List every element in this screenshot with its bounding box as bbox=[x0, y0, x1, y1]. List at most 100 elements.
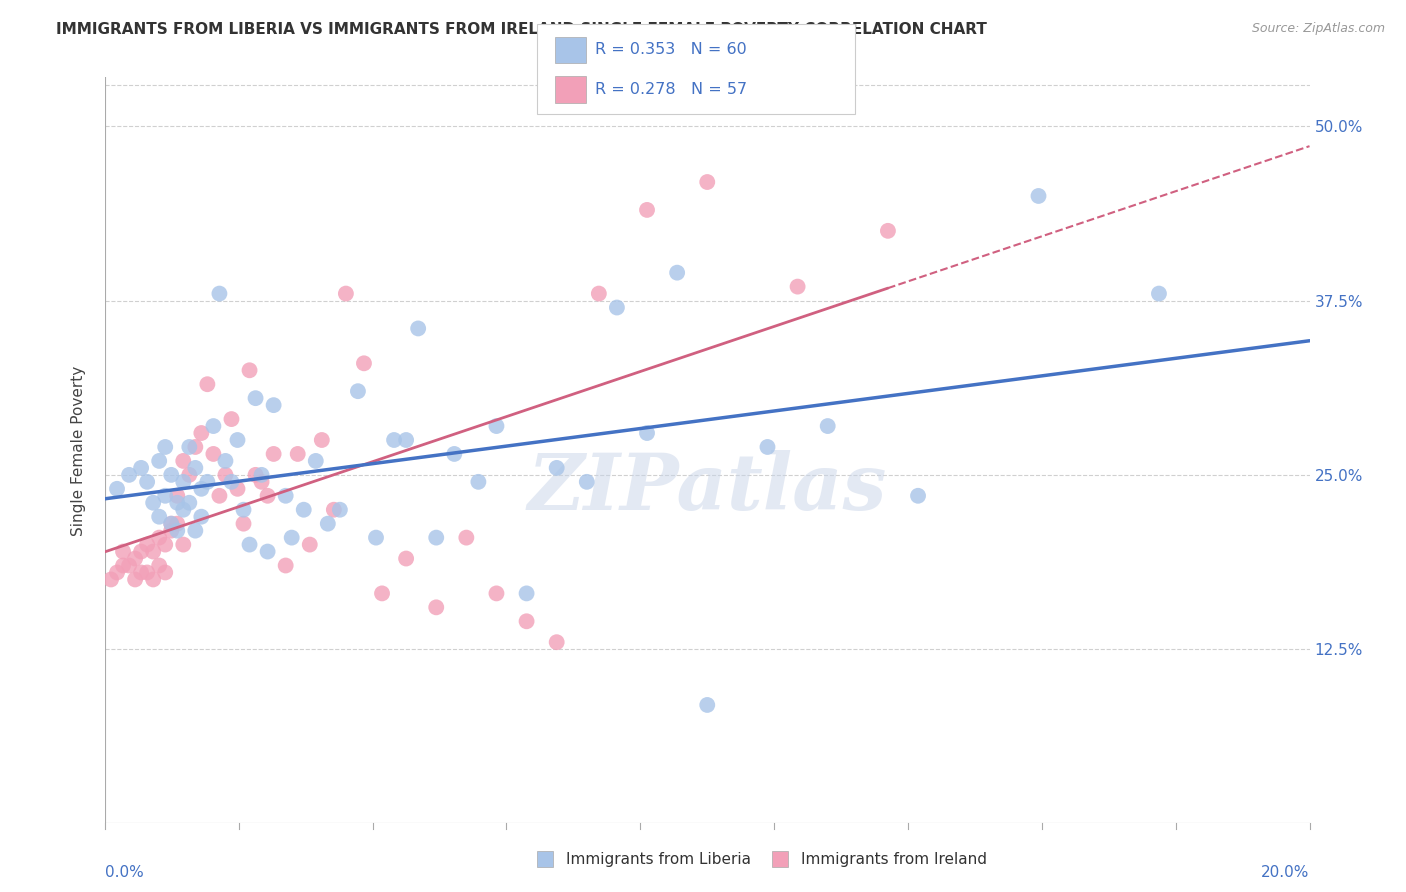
Point bbox=[184, 461, 207, 475]
Point bbox=[179, 440, 201, 454]
Point bbox=[335, 286, 357, 301]
Point bbox=[232, 516, 254, 531]
Point bbox=[129, 544, 152, 558]
Point bbox=[142, 496, 165, 510]
Point bbox=[1147, 286, 1170, 301]
Point bbox=[202, 419, 225, 434]
Point bbox=[160, 516, 183, 531]
Point bbox=[395, 433, 418, 447]
Point bbox=[250, 467, 273, 482]
Point bbox=[877, 224, 900, 238]
Point bbox=[606, 301, 628, 315]
Point bbox=[756, 440, 779, 454]
Point bbox=[546, 635, 568, 649]
Point bbox=[136, 475, 159, 489]
Point bbox=[250, 475, 273, 489]
Point bbox=[202, 447, 225, 461]
Point bbox=[696, 175, 718, 189]
Point bbox=[485, 586, 508, 600]
Point bbox=[305, 454, 328, 468]
Point bbox=[636, 425, 658, 440]
Point bbox=[907, 489, 929, 503]
Point bbox=[316, 516, 339, 531]
Point bbox=[382, 433, 405, 447]
Point bbox=[226, 482, 249, 496]
Point bbox=[160, 524, 183, 538]
Point bbox=[371, 586, 394, 600]
Point bbox=[105, 482, 128, 496]
Point bbox=[100, 573, 122, 587]
Point bbox=[280, 531, 302, 545]
Point bbox=[786, 279, 808, 293]
Point bbox=[817, 419, 839, 434]
Y-axis label: Single Female Poverty: Single Female Poverty bbox=[72, 366, 86, 535]
Point bbox=[136, 538, 159, 552]
Point bbox=[166, 489, 188, 503]
Point bbox=[136, 566, 159, 580]
Point bbox=[155, 440, 177, 454]
Point bbox=[406, 321, 429, 335]
Point bbox=[184, 440, 207, 454]
Text: 0.0%: 0.0% bbox=[105, 864, 143, 880]
Point bbox=[347, 384, 370, 399]
Point bbox=[274, 489, 297, 503]
Point bbox=[263, 398, 285, 412]
Point bbox=[148, 558, 170, 573]
Point bbox=[208, 286, 231, 301]
Point bbox=[322, 502, 344, 516]
Point bbox=[112, 544, 135, 558]
Point bbox=[1028, 189, 1050, 203]
Text: R = 0.278   N = 57: R = 0.278 N = 57 bbox=[595, 82, 747, 96]
Point bbox=[221, 412, 243, 426]
Point bbox=[256, 544, 278, 558]
Text: Immigrants from Liberia: Immigrants from Liberia bbox=[567, 852, 751, 867]
Point bbox=[118, 467, 141, 482]
Point bbox=[214, 454, 236, 468]
Point bbox=[208, 489, 231, 503]
Point bbox=[516, 615, 538, 629]
Point bbox=[443, 447, 465, 461]
Point bbox=[172, 502, 194, 516]
Point bbox=[467, 475, 489, 489]
Point bbox=[124, 573, 146, 587]
Point bbox=[232, 502, 254, 516]
Point bbox=[142, 573, 165, 587]
Point bbox=[329, 502, 352, 516]
Point bbox=[148, 531, 170, 545]
Point bbox=[636, 202, 658, 217]
Point bbox=[179, 467, 201, 482]
Point bbox=[516, 586, 538, 600]
Point bbox=[353, 356, 375, 370]
Point bbox=[190, 425, 212, 440]
Point bbox=[184, 524, 207, 538]
Text: ZIPatlas: ZIPatlas bbox=[527, 450, 887, 526]
Point bbox=[142, 544, 165, 558]
Point bbox=[112, 558, 135, 573]
Text: R = 0.353   N = 60: R = 0.353 N = 60 bbox=[595, 43, 747, 57]
Point bbox=[287, 447, 309, 461]
Point bbox=[190, 509, 212, 524]
Point bbox=[311, 433, 333, 447]
Point bbox=[456, 531, 478, 545]
Point bbox=[124, 551, 146, 566]
Point bbox=[155, 566, 177, 580]
Point bbox=[395, 551, 418, 566]
Point bbox=[292, 502, 315, 516]
Point bbox=[190, 482, 212, 496]
Text: IMMIGRANTS FROM LIBERIA VS IMMIGRANTS FROM IRELAND SINGLE FEMALE POVERTY CORRELA: IMMIGRANTS FROM LIBERIA VS IMMIGRANTS FR… bbox=[56, 22, 987, 37]
Point bbox=[155, 538, 177, 552]
Point bbox=[546, 461, 568, 475]
Point bbox=[575, 475, 598, 489]
Point bbox=[160, 467, 183, 482]
Point bbox=[129, 566, 152, 580]
Point bbox=[588, 286, 610, 301]
Point bbox=[118, 558, 141, 573]
Point bbox=[195, 475, 218, 489]
Point bbox=[166, 524, 188, 538]
Point bbox=[221, 475, 243, 489]
Point bbox=[298, 538, 321, 552]
Point bbox=[274, 558, 297, 573]
Point bbox=[179, 496, 201, 510]
Point bbox=[195, 377, 218, 392]
Point bbox=[160, 516, 183, 531]
